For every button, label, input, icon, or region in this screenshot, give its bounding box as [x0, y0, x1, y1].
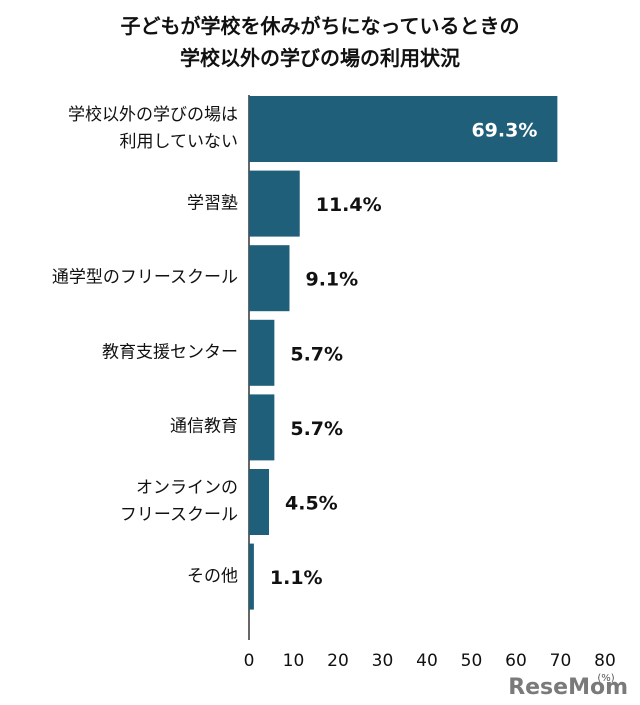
y-tick-label: 学校以外の学びの場は 利用していない — [68, 105, 238, 152]
y-tick-label: その他 — [187, 566, 238, 587]
y-tick-label: オンラインの フリースクール — [119, 478, 238, 525]
watermark: ReseMom — [508, 675, 628, 700]
chart-title: 子どもが学校を休みがちになっているときの 学校以外の学びの場の利用状況 — [120, 14, 520, 70]
value-label: 5.7% — [290, 418, 343, 440]
bar — [249, 245, 290, 312]
value-label: 9.1% — [305, 269, 358, 291]
x-tick-label: 10 — [283, 651, 305, 671]
x-tick-label: 60 — [505, 651, 527, 671]
y-tick-label: 通信教育 — [170, 416, 238, 437]
x-tick-label: 30 — [372, 651, 394, 671]
value-label: 11.4% — [316, 194, 382, 216]
value-label: 69.3% — [471, 120, 537, 142]
value-label: 1.1% — [270, 567, 323, 589]
y-tick-label: 通学型のフリースクール — [51, 267, 238, 288]
value-label: 4.5% — [285, 493, 338, 515]
x-tick-label: 70 — [550, 651, 572, 671]
bar — [249, 394, 275, 461]
x-tick-label: 20 — [327, 651, 349, 671]
x-tick-label: 0 — [244, 651, 255, 671]
y-tick-label: 学習塾 — [187, 193, 238, 214]
bar — [249, 170, 300, 237]
x-unit: (%) — [597, 673, 614, 684]
bar — [249, 96, 558, 162]
value-label: 5.7% — [290, 343, 343, 365]
bar — [249, 319, 275, 386]
x-tick-label: 40 — [416, 651, 438, 671]
bar — [249, 469, 270, 535]
x-tick-label: 50 — [461, 651, 483, 671]
x-tick-label: 80 — [594, 651, 616, 671]
y-tick-label: 教育支援センター — [102, 342, 238, 363]
bar — [249, 543, 254, 610]
